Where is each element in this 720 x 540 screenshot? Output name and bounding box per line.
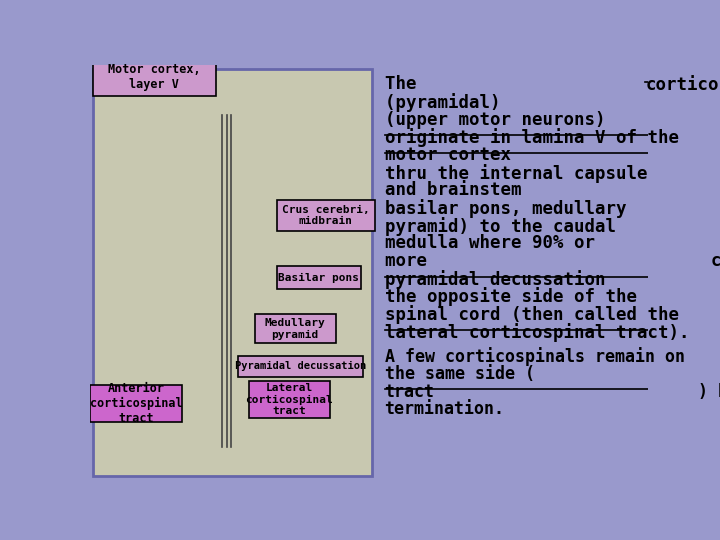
Text: (pyramidal): (pyramidal)	[384, 93, 510, 112]
FancyBboxPatch shape	[93, 58, 215, 96]
Text: and brainstem: and brainstem	[384, 181, 521, 199]
Text: The: The	[384, 75, 427, 93]
FancyBboxPatch shape	[277, 200, 374, 231]
Text: spinal cord (then called the: spinal cord (then called the	[384, 305, 679, 324]
Text: thru the internal capsule: thru the internal capsule	[384, 164, 647, 183]
Text: Pyramidal decussation: Pyramidal decussation	[235, 361, 366, 372]
FancyBboxPatch shape	[255, 314, 336, 343]
FancyBboxPatch shape	[238, 356, 364, 377]
Text: medulla where 90% or: medulla where 90% or	[384, 234, 595, 252]
Text: the same side (: the same side (	[384, 365, 535, 383]
Text: termination.: termination.	[384, 400, 505, 418]
Text: ) but cross at the level of: ) but cross at the level of	[698, 383, 720, 401]
Text: pyramidal decussation: pyramidal decussation	[384, 269, 605, 288]
Text: lateral corticospinal tract).: lateral corticospinal tract).	[384, 322, 689, 342]
Text: A few corticospinals remain on: A few corticospinals remain on	[384, 347, 685, 366]
Text: the opposite side of the: the opposite side of the	[384, 287, 636, 306]
Text: (upper motor neurons): (upper motor neurons)	[384, 111, 605, 129]
Text: cross in the: cross in the	[711, 252, 720, 270]
Text: Medullary
pyramid: Medullary pyramid	[265, 318, 325, 340]
Text: corticospinal: corticospinal	[646, 75, 720, 94]
Text: basilar pons, medullary: basilar pons, medullary	[384, 199, 626, 218]
Text: Basilar pons: Basilar pons	[279, 273, 359, 283]
Text: Motor cortex,
layer V: Motor cortex, layer V	[108, 63, 200, 91]
Text: motor cortex: motor cortex	[384, 146, 510, 164]
FancyBboxPatch shape	[249, 381, 330, 418]
FancyBboxPatch shape	[90, 385, 182, 422]
FancyBboxPatch shape	[93, 69, 372, 476]
Text: tract: tract	[384, 383, 435, 401]
Text: more: more	[384, 252, 437, 270]
Text: originate in lamina V of the: originate in lamina V of the	[384, 128, 679, 147]
FancyBboxPatch shape	[277, 266, 361, 289]
Text: Lateral
corticospinal
tract: Lateral corticospinal tract	[246, 383, 333, 416]
Text: Crus cerebri,
midbrain: Crus cerebri, midbrain	[282, 205, 369, 226]
Text: pyramid) to the caudal: pyramid) to the caudal	[384, 217, 616, 235]
Text: Anterior
corticospinal
tract: Anterior corticospinal tract	[90, 382, 182, 425]
